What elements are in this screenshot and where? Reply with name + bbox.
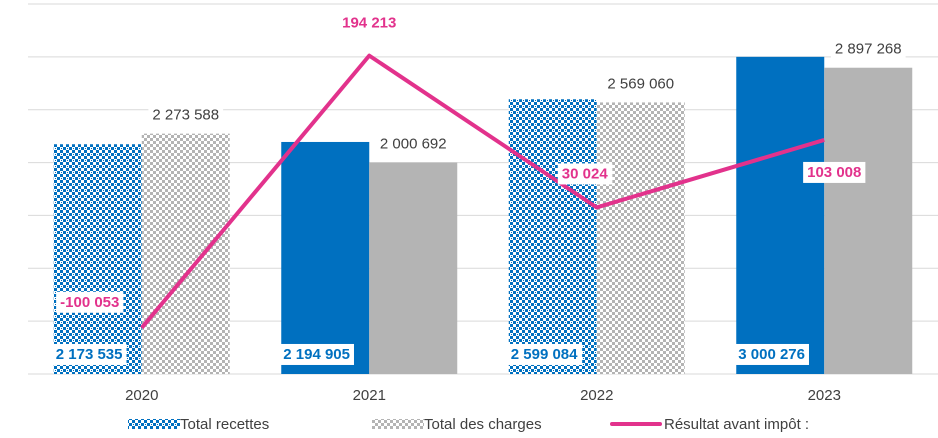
data-label: 30 024	[562, 165, 609, 182]
label-box	[148, 104, 224, 126]
bar	[736, 56, 825, 374]
legend-label: Total des charges	[424, 416, 542, 433]
data-label: 194 213	[342, 15, 396, 32]
data-label: 2 000 692	[380, 135, 447, 152]
x-tick-label: 2023	[808, 387, 841, 404]
label-box	[603, 73, 679, 95]
data-label: 2 194 905	[283, 346, 350, 363]
label-box	[375, 133, 451, 155]
bar	[141, 133, 230, 374]
label-box	[338, 12, 401, 34]
label-box	[803, 161, 866, 183]
bar	[596, 102, 685, 374]
legend-label: Total recettes	[180, 416, 269, 433]
data-label: 2 897 268	[835, 41, 902, 58]
data-label: 2 273 588	[152, 107, 219, 124]
label-box	[506, 343, 583, 365]
bar	[508, 99, 597, 375]
label-box	[51, 343, 127, 365]
bar	[281, 141, 370, 374]
data-label: 3 000 276	[738, 346, 805, 363]
label-box	[734, 343, 809, 365]
data-label: 2 173 535	[56, 346, 123, 363]
label-box	[557, 163, 613, 185]
data-label: 2 569 060	[607, 75, 674, 92]
legend-label: Résultat avant impôt :	[664, 416, 809, 433]
legend-swatch	[128, 419, 180, 429]
x-tick-label: 2021	[353, 387, 386, 404]
label-box	[279, 343, 354, 365]
legend-swatch	[372, 419, 424, 429]
label-box	[830, 38, 906, 60]
data-label: -100 053	[60, 294, 119, 311]
bar	[824, 67, 913, 375]
line	[140, 53, 825, 330]
x-tick-label: 2020	[125, 387, 158, 404]
data-label: 2 599 084	[511, 346, 578, 363]
label-box	[56, 291, 124, 313]
x-tick-label: 2022	[580, 387, 613, 404]
data-label: 103 008	[807, 164, 861, 181]
bar	[53, 144, 142, 374]
bar	[369, 162, 458, 374]
